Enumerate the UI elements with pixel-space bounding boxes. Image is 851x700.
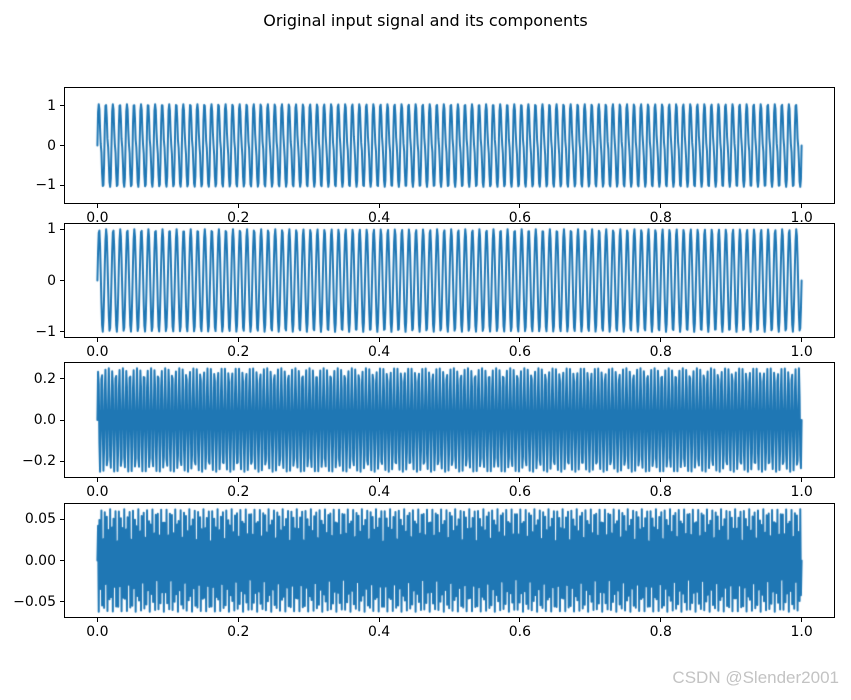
component-1-waveform [65,224,834,337]
y-tick-label: 0 [47,137,56,154]
y-tick-label: −0.05 [13,593,56,610]
x-tick-label: 1.0 [790,484,813,500]
x-tick [519,478,521,482]
x-tick-label: 1.0 [790,344,813,360]
x-tick [96,478,98,482]
subplot-component-2 [64,362,835,478]
x-tick-label: 0.8 [649,344,672,360]
y-tick [60,378,64,380]
y-tick [60,560,64,561]
y-tick [60,331,64,333]
x-tick [660,338,662,342]
x-tick-label: 0.6 [508,624,532,640]
y-tick-label: 0.2 [33,370,56,387]
x-tick [378,478,380,482]
y-tick-label: 0 [47,272,56,289]
x-tick [237,618,239,622]
x-tick-label: 1.0 [790,210,813,226]
x-tick-label: 0.2 [227,210,250,226]
subplot-component-1 [64,223,835,338]
original-signal-waveform [65,88,834,203]
x-tick [519,338,521,342]
x-tick [801,338,803,342]
y-tick-label: 0.05 [24,511,56,528]
x-tick-label: 0.8 [649,624,672,640]
x-tick-label: 0.0 [86,344,109,360]
x-tick-label: 0.4 [367,624,391,640]
x-tick [378,338,380,342]
x-tick-label: 0.2 [227,344,250,360]
component-2-waveform [65,363,834,477]
x-tick-label: 0.0 [86,210,109,226]
x-tick [519,204,521,208]
x-tick-label: 0.4 [367,484,391,500]
x-tick-label: 1.0 [790,624,813,640]
x-tick [660,478,662,482]
x-tick [660,618,662,622]
y-tick-label: 0.00 [24,552,56,569]
x-tick [237,478,239,482]
x-tick-label: 0.2 [227,624,250,640]
component-3-waveform [65,504,834,617]
x-tick-label: 0.4 [367,210,391,226]
x-tick-label: 0.8 [649,484,672,500]
x-tick [96,204,98,208]
x-tick [378,618,380,622]
y-tick-label: 1 [47,97,56,114]
x-tick [237,204,239,208]
y-tick-label: −0.2 [22,453,56,470]
x-tick [660,204,662,208]
x-tick [378,204,380,208]
y-tick [60,184,64,186]
y-tick-label: −1 [35,177,56,194]
x-tick [96,338,98,342]
x-tick-label: 0.0 [86,484,109,500]
x-tick [519,618,521,622]
figure-title: Original input signal and its components [263,11,588,30]
x-tick-label: 0.0 [86,624,109,640]
y-tick [60,105,64,107]
y-tick [60,228,64,230]
x-tick-label: 0.2 [227,484,250,500]
x-tick-label: 0.6 [508,484,532,500]
x-tick [801,204,803,208]
x-tick-label: 0.6 [508,210,532,226]
x-tick [96,618,98,622]
y-tick [60,280,64,281]
y-tick-label: 1 [47,221,56,238]
x-tick [237,338,239,342]
y-tick [60,601,64,603]
x-tick-label: 0.8 [649,210,672,226]
y-tick [60,145,64,146]
x-tick-label: 0.4 [367,344,391,360]
y-tick [60,419,64,421]
y-tick [60,460,64,462]
x-tick-label: 0.6 [508,344,532,360]
x-tick [801,478,803,482]
y-tick-label: −1 [35,323,56,340]
x-tick [801,618,803,622]
subplot-component-3 [64,503,835,618]
subplot-original-signal [64,87,835,204]
y-tick-label: 0.0 [33,412,56,428]
watermark: CSDN @Slender2001 [672,668,839,687]
y-tick [60,518,64,520]
